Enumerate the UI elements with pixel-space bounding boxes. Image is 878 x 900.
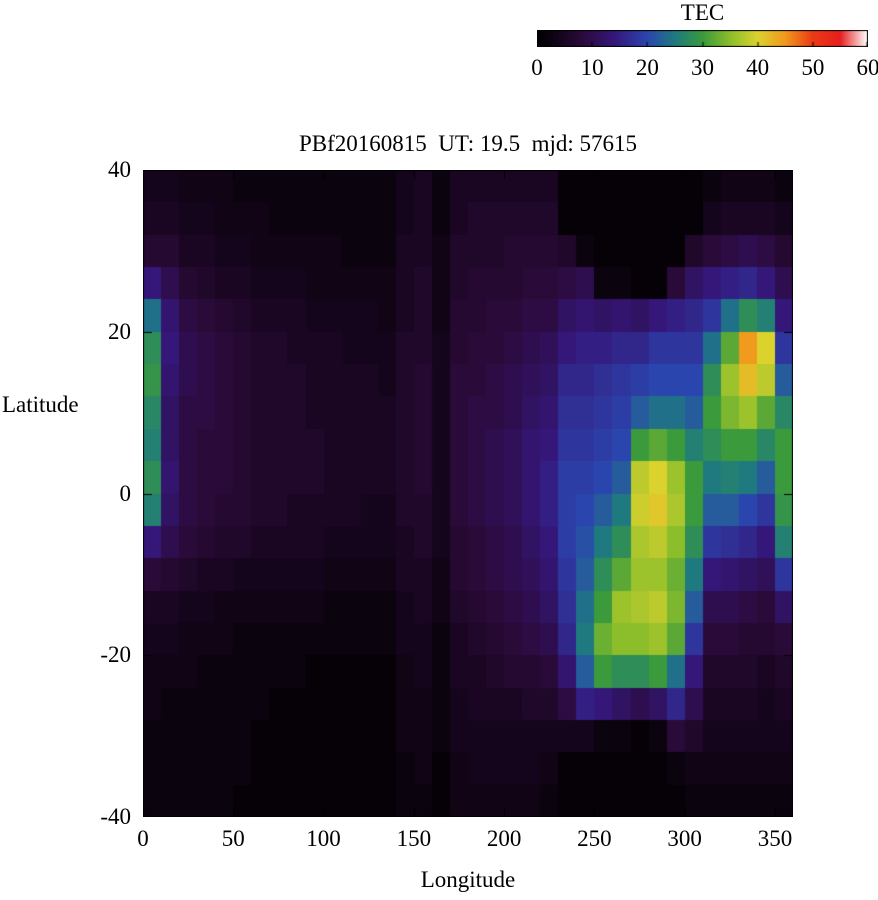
x-axis-tick-label: 0 xyxy=(137,826,149,851)
colorbar-gradient xyxy=(537,30,868,47)
y-axis-tick-label: -40 xyxy=(100,804,131,829)
x-axis-tick-label: 100 xyxy=(306,826,341,851)
x-axis-tick-label: 50 xyxy=(221,826,245,851)
colorbar-tick-label: 60 xyxy=(856,55,878,80)
colorbar-title: TEC xyxy=(680,0,725,25)
heatmap xyxy=(143,170,793,817)
colorbar-tick-label: 30 xyxy=(691,55,714,80)
x-axis-tick-label: 350 xyxy=(757,826,793,851)
colorbar-tick-label: 40 xyxy=(746,55,770,80)
y-axis-tick-label: 20 xyxy=(108,318,131,344)
colorbar-tick-label: 0 xyxy=(531,55,543,80)
y-axis-tick-label: 0 xyxy=(119,480,132,506)
y-axis-tick-label: -20 xyxy=(100,642,131,668)
colorbar-tick-label: 50 xyxy=(801,55,825,80)
x-axis-label: Longitude xyxy=(420,867,516,892)
x-axis-tick-label: 250 xyxy=(577,826,612,851)
plot-title: PBf20160815 UT: 19.5 mjd: 57615 xyxy=(298,131,638,156)
x-axis-tick-label: 150 xyxy=(396,826,432,851)
y-axis-label: Latitude xyxy=(2,392,79,417)
colorbar-tick-label: 20 xyxy=(635,55,659,80)
colorbar-tick-label: 10 xyxy=(580,55,604,80)
x-axis-tick-label: 200 xyxy=(486,826,522,851)
x-axis-tick-label: 300 xyxy=(667,826,702,851)
y-axis-tick-label: 40 xyxy=(108,157,131,182)
